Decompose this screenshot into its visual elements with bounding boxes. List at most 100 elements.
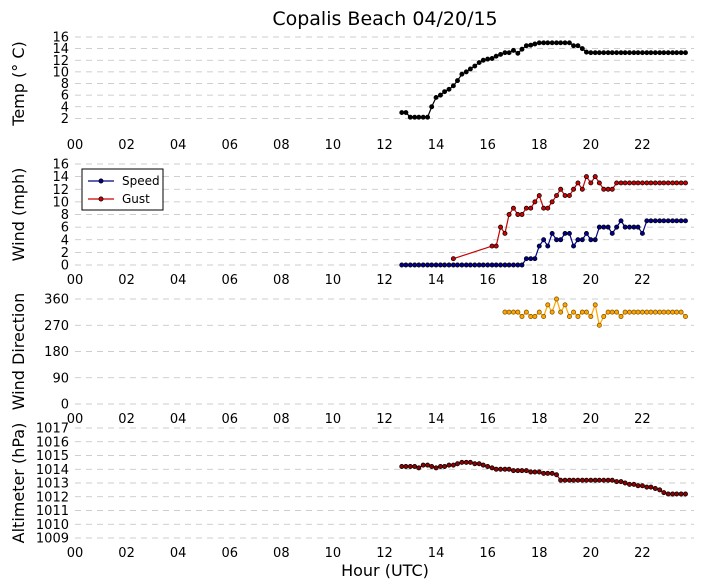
data-point (459, 459, 465, 465)
data-point (601, 314, 607, 319)
data-point (511, 205, 516, 211)
data-point (429, 262, 435, 268)
data-point (639, 483, 645, 489)
data-point (549, 470, 555, 476)
data-point (622, 224, 628, 230)
data-point (622, 180, 628, 186)
data-point (446, 86, 452, 92)
data-point (644, 50, 650, 56)
x-tick-label: 00 (67, 273, 84, 288)
data-point (523, 205, 529, 211)
data-point (554, 237, 559, 243)
data-point (528, 42, 534, 48)
data-point (467, 262, 473, 268)
data-point (558, 237, 564, 243)
data-point (536, 243, 542, 249)
x-tick-label: 20 (583, 138, 600, 153)
data-point (407, 114, 413, 120)
x-tick-label: 06 (221, 546, 238, 561)
data-point (498, 224, 504, 230)
data-point (399, 262, 405, 268)
data-point (545, 40, 551, 46)
legend-swatch-marker (98, 196, 104, 202)
data-point (652, 50, 658, 56)
data-point (489, 56, 495, 61)
data-point (493, 53, 499, 59)
data-point (489, 243, 495, 249)
data-point (674, 309, 680, 315)
data-point (493, 243, 499, 249)
data-point (502, 309, 508, 315)
data-point (614, 309, 620, 315)
data-point (588, 314, 594, 319)
data-point (571, 309, 577, 315)
x-tick-label: 18 (531, 138, 548, 153)
data-point (536, 469, 542, 475)
data-point (657, 487, 663, 493)
data-point (554, 472, 559, 478)
x-tick-label: 02 (118, 138, 135, 153)
data-point (605, 50, 611, 56)
x-tick-label: 16 (479, 273, 496, 288)
data-point (536, 309, 542, 315)
data-point (583, 174, 589, 180)
y-tick-label: 4 (61, 233, 69, 248)
data-point (657, 218, 663, 224)
data-point (528, 469, 534, 475)
data-point (618, 180, 624, 186)
data-point (416, 114, 422, 120)
data-point (416, 465, 422, 471)
data-point (601, 186, 607, 192)
data-point (678, 180, 684, 186)
data-point (541, 205, 547, 211)
data-point (472, 63, 478, 69)
data-point (420, 114, 426, 120)
data-point (545, 302, 551, 308)
y-tick-label: 90 (52, 371, 69, 386)
data-point (532, 199, 538, 205)
y-tick-label: 10 (52, 195, 69, 210)
data-point (614, 224, 620, 230)
x-tick-label: 12 (376, 273, 393, 288)
data-point (506, 212, 512, 217)
data-point (648, 218, 654, 224)
y-tick-label: 1013 (36, 477, 69, 492)
x-tick-label: 04 (170, 546, 187, 561)
data-point (631, 50, 637, 56)
data-point (635, 224, 641, 230)
data-point (605, 309, 611, 315)
data-point (635, 180, 641, 186)
data-point (609, 477, 615, 483)
data-point (622, 480, 628, 486)
data-point (661, 50, 667, 56)
data-point (639, 230, 645, 236)
x-tick-label: 08 (273, 138, 290, 153)
panel-3: 0 90 180 270 360 00 02 04 06 08 10 12 14 16 18 20 22 Wind… (9, 293, 694, 427)
x-tick-label: 20 (583, 273, 600, 288)
x-tick-label: 18 (531, 412, 548, 427)
data-point (562, 477, 568, 483)
data-point (558, 309, 564, 315)
data-point (416, 262, 422, 268)
data-point (601, 224, 607, 230)
y-tick-label: 14 (52, 170, 69, 185)
data-point (498, 466, 504, 472)
data-point (536, 193, 542, 199)
data-point (678, 491, 684, 497)
data-point (549, 230, 555, 236)
x-tick-label: 00 (67, 546, 84, 561)
data-point (605, 477, 611, 483)
x-tick-label: 22 (634, 412, 651, 427)
data-point (545, 205, 551, 211)
data-point (661, 218, 667, 224)
data-point (433, 94, 439, 100)
data-point (683, 180, 688, 186)
data-point (609, 309, 615, 315)
data-point (583, 477, 589, 483)
y-tick-label: 4 (61, 100, 69, 115)
data-point (450, 256, 456, 262)
y-tick-label: 1017 (36, 422, 69, 437)
data-point (562, 40, 568, 46)
data-point (644, 484, 650, 490)
